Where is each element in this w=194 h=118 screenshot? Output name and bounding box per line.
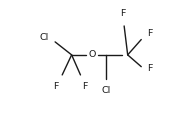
Text: O: O [88, 50, 95, 59]
Text: F: F [147, 29, 152, 38]
Text: F: F [147, 64, 152, 73]
Text: F: F [82, 82, 88, 91]
Text: F: F [120, 9, 126, 18]
Text: F: F [53, 82, 59, 91]
Text: Cl: Cl [101, 86, 110, 95]
Text: Cl: Cl [40, 33, 49, 42]
